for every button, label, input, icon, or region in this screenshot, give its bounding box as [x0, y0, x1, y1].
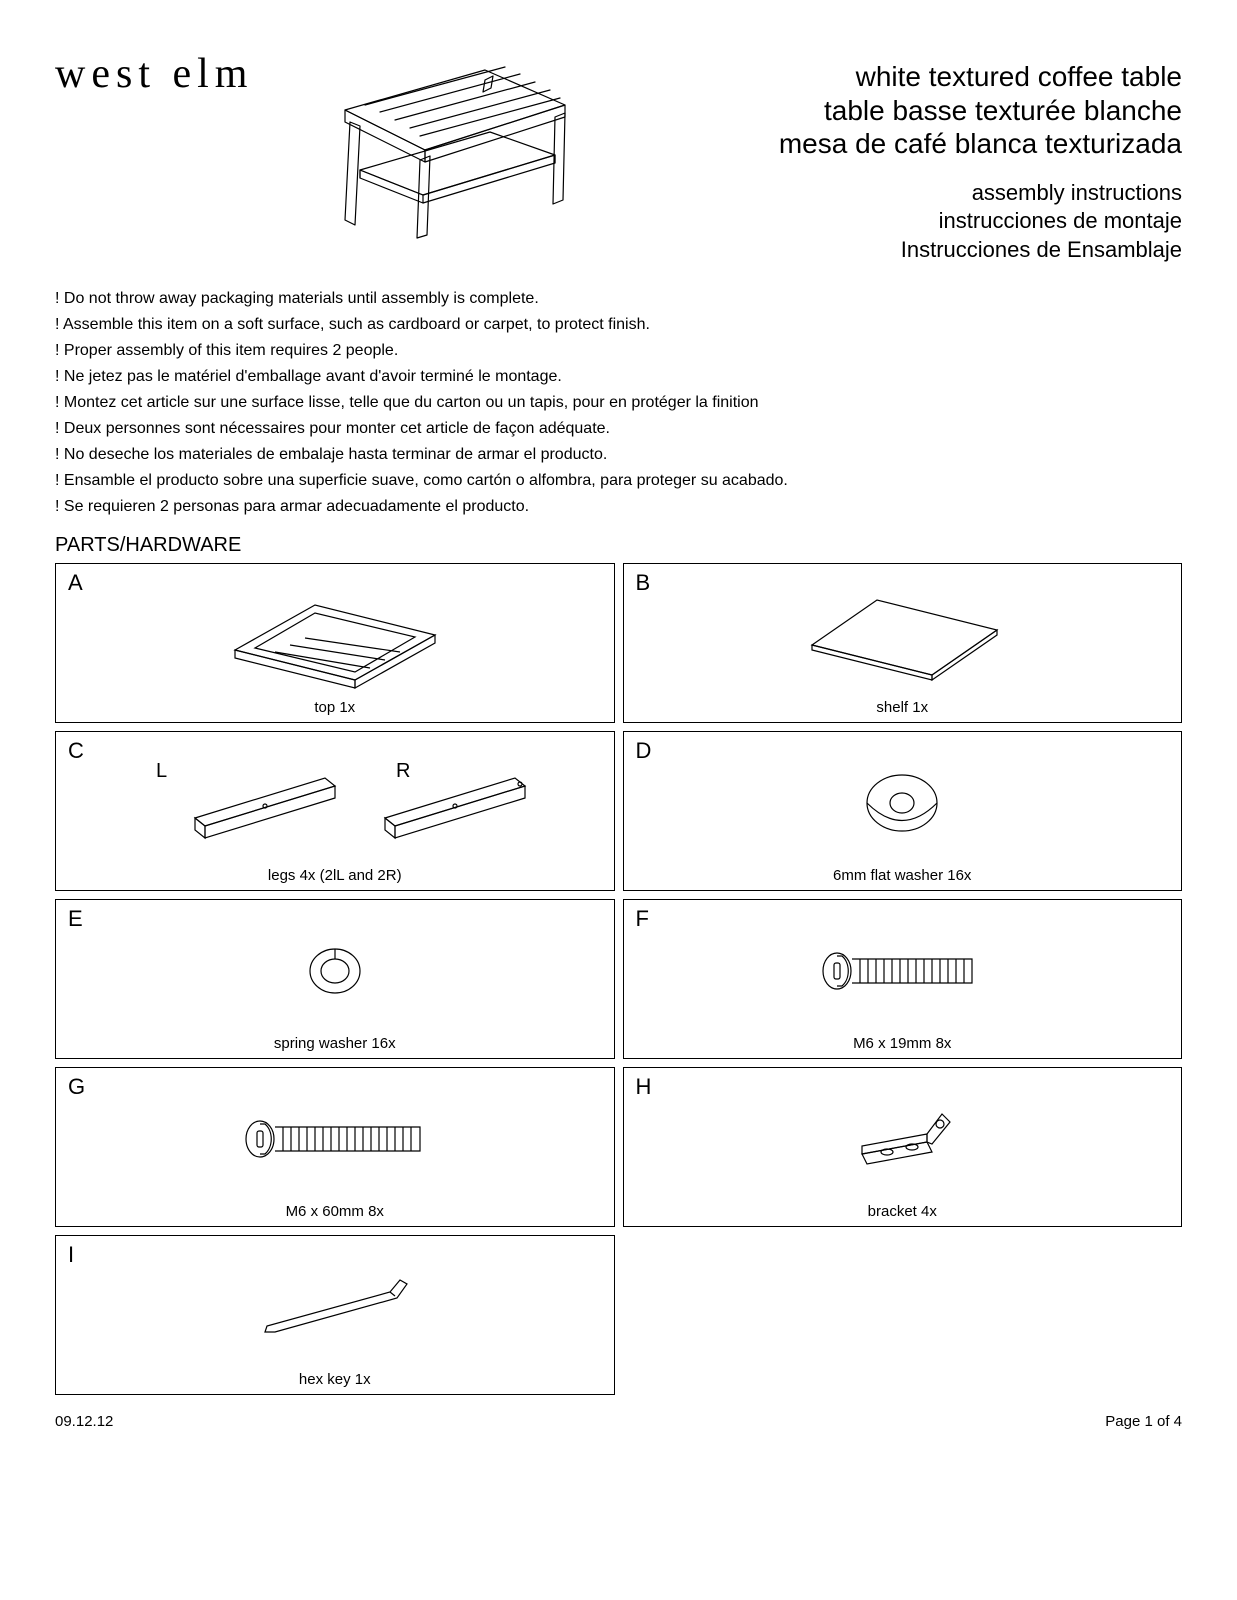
part-letter: I — [68, 1242, 74, 1268]
warning-item: ! Proper assembly of this item requires … — [55, 342, 1182, 360]
warning-item: ! Ensamble el producto sobre una superfi… — [55, 472, 1182, 490]
part-caption: bracket 4x — [624, 1203, 1182, 1220]
part-cell-h: H bracket 4x — [623, 1067, 1183, 1227]
part-letter: H — [636, 1074, 652, 1100]
part-caption: shelf 1x — [624, 699, 1182, 716]
warnings-list: ! Do not throw away packaging materials … — [55, 290, 1182, 516]
subtitle-es2: Instrucciones de Ensamblaje — [585, 236, 1182, 265]
subtitle-es: instrucciones de montaje — [585, 207, 1182, 236]
warning-item: ! No deseche los materiales de embalaje … — [55, 446, 1182, 464]
bracket-icon — [832, 1094, 972, 1184]
part-caption: 6mm flat washer 16x — [624, 867, 1182, 884]
part-letter: F — [636, 906, 649, 932]
bolt-short-icon — [812, 941, 992, 1001]
part-caption: legs 4x (2lL and 2R) — [56, 867, 614, 884]
part-cell-d: D 6mm flat washer 16x — [623, 731, 1183, 891]
part-caption: spring washer 16x — [56, 1035, 614, 1052]
warning-item: ! Ne jetez pas le matériel d'emballage a… — [55, 368, 1182, 386]
warning-item: ! Do not throw away packaging materials … — [55, 290, 1182, 308]
footer-date: 09.12.12 — [55, 1413, 113, 1430]
hex-key-icon — [235, 1262, 435, 1352]
header: west elm — [55, 50, 1182, 265]
section-heading: PARTS/HARDWARE — [55, 534, 1182, 557]
part-letter: E — [68, 906, 83, 932]
title-fr: table basse texturée blanche — [585, 94, 1182, 128]
hero-drawing — [305, 50, 585, 255]
part-letter: C — [68, 738, 84, 764]
brand-logo: west elm — [55, 50, 305, 98]
parts-grid: A top 1x B shelf 1x C — [55, 563, 1182, 1395]
title-block: white textured coffee table table basse … — [585, 50, 1182, 265]
warning-item: ! Se requieren 2 personas para armar ade… — [55, 498, 1182, 516]
part-cell-g: G M6 x 60mm 8x — [55, 1067, 615, 1227]
part-cell-c: C L R legs 4x (2lL and 2R) — [55, 731, 615, 891]
title-en: white textured coffee table — [585, 60, 1182, 94]
warning-item: ! Montez cet article sur une surface lis… — [55, 394, 1182, 412]
part-cell-f: F M6 x 19mm 8x — [623, 899, 1183, 1059]
top-icon — [205, 580, 465, 690]
part-cell-e: E spring washer 16x — [55, 899, 615, 1059]
warning-item: ! Deux personnes sont nécessaires pour m… — [55, 420, 1182, 438]
part-cell-b: B shelf 1x — [623, 563, 1183, 723]
part-letter: B — [636, 570, 651, 596]
footer-page: Page 1 of 4 — [1105, 1413, 1182, 1430]
part-letter: D — [636, 738, 652, 764]
part-caption: M6 x 19mm 8x — [624, 1035, 1182, 1052]
title-es: mesa de café blanca texturizada — [585, 127, 1182, 161]
bolt-long-icon — [235, 1109, 435, 1169]
part-letter: G — [68, 1074, 85, 1100]
subtitle-en: assembly instructions — [585, 179, 1182, 208]
part-cell-a: A top 1x — [55, 563, 615, 723]
part-cell-i: I hex key 1x — [55, 1235, 615, 1395]
warning-item: ! Assemble this item on a soft surface, … — [55, 316, 1182, 334]
part-caption: top 1x — [56, 699, 614, 716]
part-caption: M6 x 60mm 8x — [56, 1203, 614, 1220]
shelf-icon — [772, 585, 1032, 685]
part-letter: A — [68, 570, 83, 596]
spring-washer-icon — [295, 936, 375, 1006]
part-caption: hex key 1x — [56, 1371, 614, 1388]
flat-washer-icon — [852, 763, 952, 843]
legs-icon — [135, 748, 535, 858]
footer: 09.12.12 Page 1 of 4 — [55, 1413, 1182, 1430]
